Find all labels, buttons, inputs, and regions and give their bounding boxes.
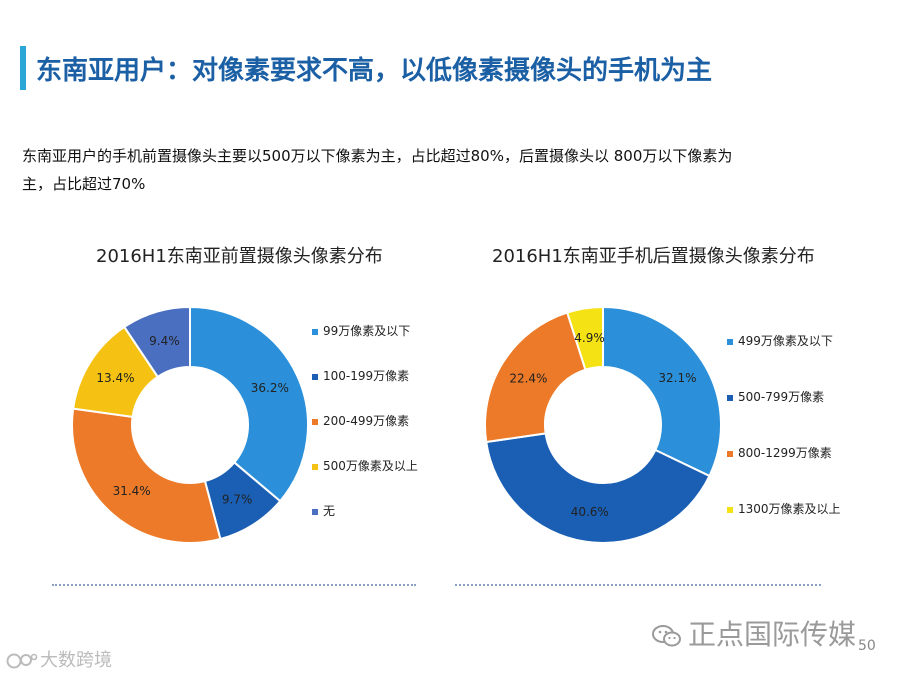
brand-logo-text: 大数跨境 [40,650,112,671]
slice-value-label: 4.9% [574,331,605,345]
title-accent-bar [20,46,26,90]
slice-value-label: 9.4% [149,334,180,348]
legend-swatch [312,463,318,470]
rear-camera-chart-title: 2016H1东南亚手机后置摄像头像素分布 [492,246,815,267]
legend-swatch [727,338,733,345]
donut-slice [602,305,722,478]
legend-item: 500-799万像素 [727,388,824,405]
donut-slice [71,407,222,544]
slice-value-label: 36.2% [251,381,289,395]
legend-label: 499万像素及以下 [738,334,833,348]
slice-value-label: 32.1% [658,371,696,385]
legend-swatch [727,394,733,401]
legend-swatch [727,506,733,513]
legend-swatch [312,328,318,335]
slice-value-label: 13.4% [96,371,134,385]
wechat-watermark: 正点国际传媒 [652,613,856,653]
legend-item: 99万像素及以下 [312,322,410,339]
legend-label: 500万像素及以上 [323,459,418,473]
legend-item: 200-499万像素 [312,412,409,429]
front-camera-donut-chart: 36.2% 9.7% 31.4% 13.4% 9.4% [71,305,309,544]
legend-item: 499万像素及以下 [727,332,833,349]
legend-label: 500-799万像素 [738,390,825,404]
slice-value-label: 9.7% [222,492,253,506]
legend-swatch [727,450,733,457]
legend-item: 800-1299万像素 [727,444,832,461]
legend-swatch [312,508,318,515]
legend-swatch [312,418,318,425]
legend-swatch [312,373,318,380]
legend-label: 1300万像素及以上 [738,502,841,516]
legend-label: 200-499万像素 [323,414,410,428]
legend-item: 100-199万像素 [312,367,409,384]
donut-slice [485,432,711,544]
slice-value-label: 22.4% [509,371,547,385]
slice-value-label: 40.6% [571,505,609,519]
page-number: 50 [858,638,876,654]
donut-slice [484,311,587,444]
legend-item: 无 [312,502,335,519]
donut-slice [122,305,191,379]
legend-item: 1300万像素及以上 [727,500,841,517]
front-camera-chart-title: 2016H1东南亚前置摄像头像素分布 [96,246,383,267]
wechat-label: 正点国际传媒 [688,618,857,651]
legend-label: 99万像素及以下 [323,324,411,338]
slice-value-label: 31.4% [113,484,151,498]
legend-label: 100-199万像素 [323,369,410,383]
legend-label: 无 [323,504,336,518]
brand-logo-icon [6,653,38,669]
divider-left [52,584,416,586]
page-title: 东南亚用户：对像素要求不高，以低像素摄像头的手机为主 [36,56,713,86]
legend-label: 800-1299万像素 [738,446,832,460]
donut-slice [189,305,309,503]
legend-item: 500万像素及以上 [312,457,418,474]
divider-right [455,584,821,586]
brand-logo: 大数跨境 [6,646,112,672]
rear-camera-donut-chart: 32.1% 40.6% 22.4% 4.9% [484,305,722,544]
description-text: 东南亚用户的手机前置摄像头主要以500万以下像素为主，占比超过80%，后置摄像头… [22,147,733,193]
donut-slice [565,305,604,371]
wechat-icon [652,625,681,647]
